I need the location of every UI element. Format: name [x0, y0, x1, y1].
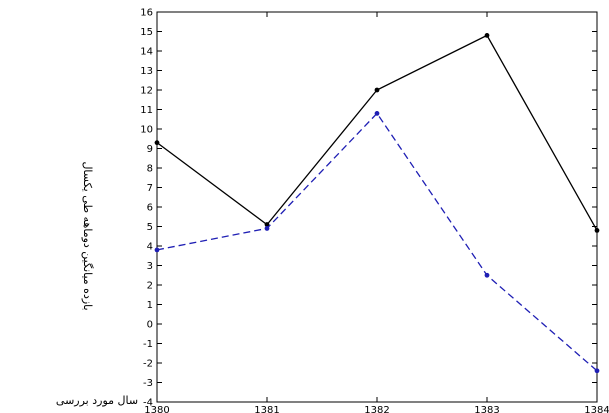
- series-2-point: [594, 368, 600, 374]
- plot-area: [156, 11, 598, 403]
- y-tick-label: 14: [140, 47, 153, 58]
- y-tick-label: -2: [143, 359, 153, 370]
- y-tick-label: -4: [143, 398, 153, 409]
- y-tick-label: -3: [143, 378, 153, 389]
- y-tick-label: 2: [147, 281, 153, 292]
- y-tick-label: 11: [140, 105, 153, 116]
- series-1-point: [264, 222, 270, 227]
- y-tick-label: 8: [147, 164, 153, 175]
- series-1-point: [154, 140, 160, 146]
- y-tick-label: 12: [140, 86, 153, 97]
- y-tick-label: 3: [147, 261, 153, 272]
- y-tick-label: -1: [143, 339, 153, 350]
- x-tick-label: 1383: [474, 405, 499, 413]
- series-group: [154, 33, 600, 374]
- series-2-point: [484, 272, 490, 278]
- series-line-2: [156, 112, 598, 372]
- series-2-point: [264, 226, 270, 231]
- x-tick-label: 1381: [254, 405, 279, 413]
- y-tick-label: 16: [140, 8, 153, 19]
- series-1-point: [484, 33, 490, 38]
- series-1-point: [374, 87, 380, 93]
- y-tick-label: 0: [147, 320, 153, 331]
- series-2-point: [374, 111, 380, 116]
- y-tick-label: 6: [147, 203, 153, 214]
- y-tick-label: 1: [147, 300, 153, 311]
- series-line-1: [156, 34, 598, 231]
- x-axis-label: سال مورد بررسی: [56, 394, 138, 407]
- y-tick-label: 15: [140, 27, 153, 38]
- x-tick-label: 1380: [144, 405, 169, 413]
- y-tick-label: 9: [147, 144, 153, 155]
- series-2-point: [154, 247, 160, 253]
- y-tick-label: 10: [140, 125, 153, 136]
- y-tick-label: 5: [147, 222, 153, 233]
- y-tick-label: 13: [140, 66, 153, 77]
- x-axis-ticks: 1380 1381 1382 1383 1384: [144, 12, 609, 413]
- x-tick-label: 1384: [584, 405, 609, 413]
- series-1-point: [594, 228, 600, 233]
- y-tick-label: 7: [147, 183, 153, 194]
- y-tick-label: 4: [147, 242, 153, 253]
- x-tick-label: 1382: [364, 405, 389, 413]
- y-axis-label: بازده میانگین دوماهه طی یکسال: [81, 161, 94, 310]
